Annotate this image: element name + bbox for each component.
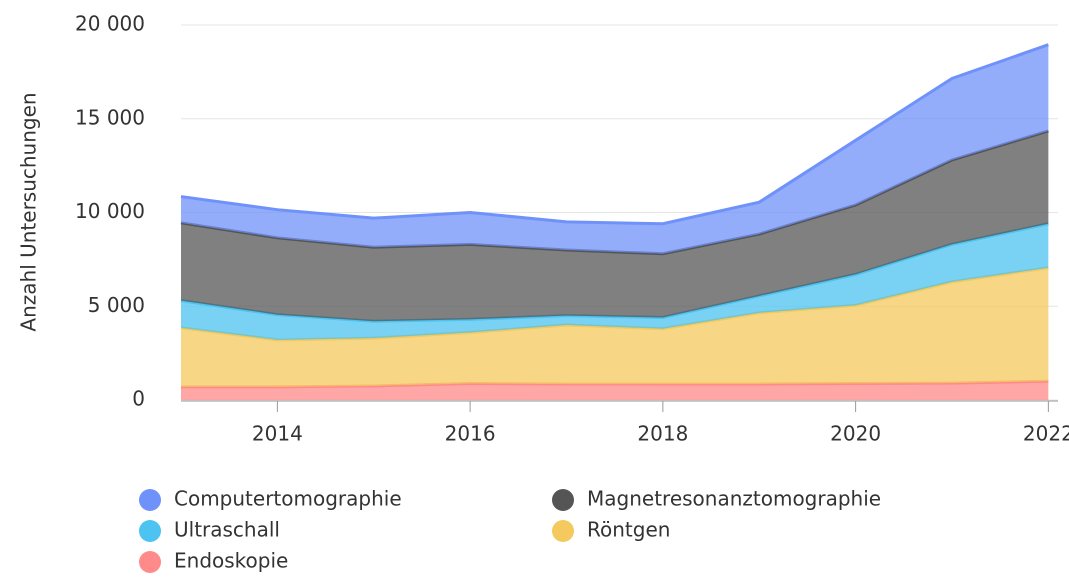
x-tick-label: 2014 — [252, 422, 303, 446]
legend-label: Computertomographie — [174, 487, 402, 511]
legend-label: Endoskopie — [174, 549, 288, 573]
y-tick-label: 0 — [132, 387, 145, 411]
y-tick-label: 20 000 — [75, 12, 145, 36]
legend-swatch — [552, 520, 574, 542]
x-tick-label: 2022 — [1023, 422, 1069, 446]
legend-swatch — [139, 551, 161, 573]
legend-swatch — [139, 520, 161, 542]
x-tick-label: 2018 — [637, 422, 688, 446]
area-edge — [180, 43, 1049, 226]
legend-swatch — [552, 489, 574, 511]
y-tick-label: 15 000 — [75, 105, 145, 129]
y-axis-label: Anzahl Untersuchungen — [17, 92, 41, 331]
x-tick-label: 2020 — [830, 422, 881, 446]
area — [181, 130, 1049, 322]
legend-label: Magnetresonanztomographie — [587, 487, 881, 511]
legend-label: Röntgen — [587, 518, 670, 542]
area — [181, 44, 1049, 254]
legend-label: Ultraschall — [174, 518, 280, 542]
x-tick-label: 2016 — [445, 422, 496, 446]
y-tick-label: 10 000 — [75, 199, 145, 223]
y-tick-label: 5 000 — [88, 293, 145, 317]
legend-swatch — [139, 489, 161, 511]
